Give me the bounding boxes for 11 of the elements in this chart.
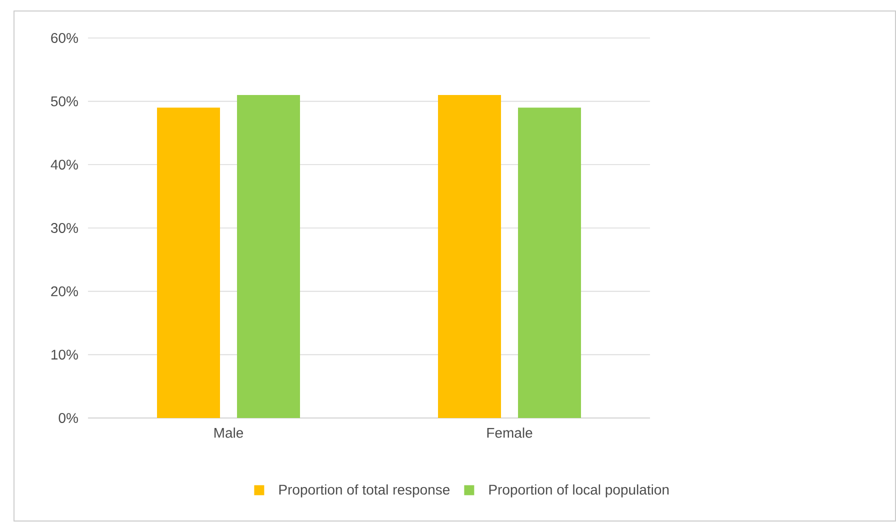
y-tick-label: 30% — [50, 223, 78, 233]
y-tick-label: 40% — [50, 160, 78, 170]
y-tick-label: 10% — [52, 350, 78, 360]
x-tick-label: Male — [214, 428, 244, 438]
legend-label: Proportion of local population — [489, 484, 669, 498]
x-tick-label: Female — [487, 428, 532, 438]
y-tick-label: 50% — [51, 96, 78, 106]
y-tick-label: 60% — [51, 33, 78, 43]
y-tick-label: 0% — [58, 413, 78, 423]
y-tick-label: 20% — [51, 286, 78, 296]
legend-label: Proportion of total response — [279, 484, 450, 498]
